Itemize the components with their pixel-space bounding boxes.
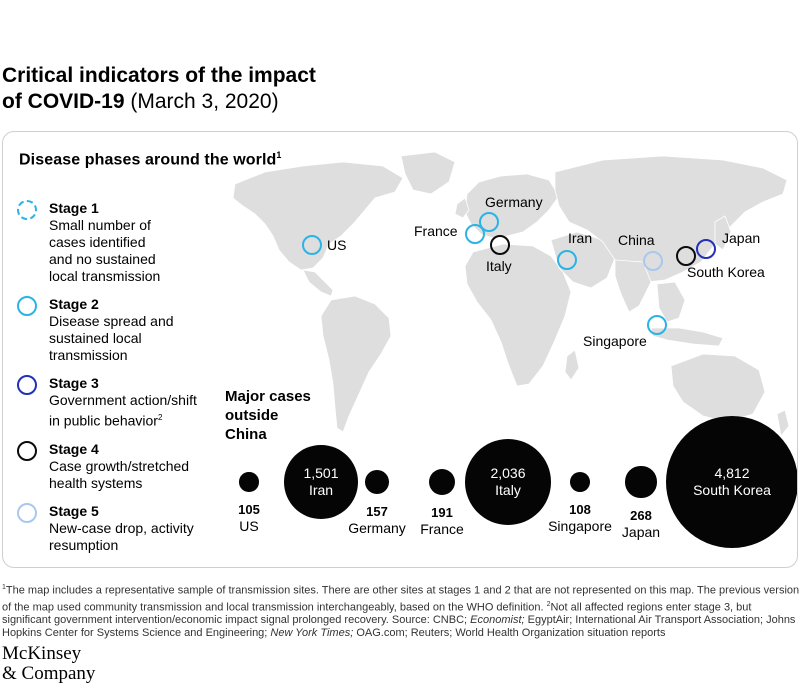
bubble-country-us: US [239, 517, 259, 534]
site-ring-singapore [647, 315, 667, 335]
bubble-country-germany: Germany [348, 519, 406, 536]
map-landmass [232, 151, 790, 437]
bubble-label-iran: 1,501 Iran [303, 465, 339, 498]
bubble-label-italy: 2,036 Italy [490, 465, 526, 498]
land-greenland [400, 151, 456, 195]
world-map [232, 151, 790, 437]
land-asia [554, 155, 788, 283]
land-australia [670, 353, 766, 423]
major-cases-title: Major cases outside China [225, 388, 311, 443]
legend-stage-3: Stage 3 Government action/shift in publi… [17, 375, 197, 430]
bubble-value-us: 105 [238, 501, 260, 517]
land-uk [454, 197, 470, 219]
land-madagascar [564, 349, 580, 381]
land-indonesia [650, 327, 724, 347]
bubble-country-japan: Japan [621, 523, 661, 540]
bubble-japan [625, 466, 657, 498]
bubble-us [239, 472, 259, 492]
bubble-value-germany: 157 [366, 503, 388, 519]
land-south-america [320, 295, 392, 433]
bubble-france [428, 468, 456, 496]
page-title: Critical indicators of the impact of COV… [2, 63, 522, 115]
stage-1-ring-icon [17, 200, 37, 220]
map-site-rings [302, 212, 716, 335]
title-date: (March 3, 2020) [130, 90, 279, 113]
land-africa [464, 243, 572, 387]
land-new-zealand [776, 409, 790, 437]
site-ring-germany [479, 212, 499, 232]
land-central-america [302, 269, 334, 297]
land-japan [714, 215, 732, 251]
land-north-america [232, 161, 404, 271]
stage-3-ring-icon [17, 375, 37, 395]
panel-title: Disease phases around the world1 [19, 150, 282, 169]
footnote: 1The map includes a representative sampl… [2, 584, 800, 640]
map-label-us: US [327, 237, 347, 253]
site-ring-japan [696, 239, 716, 259]
map-label-japan: Japan [722, 230, 761, 246]
site-ring-italy [490, 235, 510, 255]
land-europe [464, 173, 560, 239]
legend-stage-1: Stage 1 Small number of cases identified… [17, 200, 197, 285]
map-label-iran: Iran [568, 230, 593, 246]
legend-stage-4: Stage 4 Case growth/stretched health sys… [17, 440, 197, 492]
land-india [614, 259, 652, 313]
bubble-south-korea [666, 416, 797, 548]
legend-stage-5: Stage 5 New-case drop, activity resumpti… [17, 502, 197, 554]
map-label-italy: Italy [486, 258, 512, 274]
map-label-south-korea: South Korea [687, 264, 765, 280]
land-middle-east [550, 231, 616, 289]
bubble-iran [284, 445, 358, 519]
stage-5-ring-icon [17, 502, 37, 523]
bubble-country-france: France [420, 521, 464, 538]
land-southeast-asia [656, 281, 686, 323]
bubble-value-singapore: 108 [569, 501, 591, 517]
site-ring-us [302, 235, 322, 255]
site-ring-france [465, 224, 485, 244]
chart-panel: Disease phases around the world1 Stage 1… [2, 131, 798, 568]
legend-stage-2: Stage 2 Disease spread and sustained loc… [17, 296, 197, 364]
site-ring-china [643, 251, 663, 271]
bubble-singapore [570, 472, 590, 492]
bubble-label-south-korea: 4,812 South Korea [693, 465, 771, 498]
bubble-value-japan: 268 [630, 507, 652, 523]
bubble-country-singapore: Singapore [548, 517, 612, 534]
map-label-singapore: Singapore [583, 333, 647, 349]
map-label-china: China [618, 232, 655, 248]
bubble-germany [365, 470, 389, 494]
title-line2: of COVID-19 [2, 90, 125, 113]
map-label-france: France [414, 223, 458, 239]
stage-4-ring-icon [17, 440, 37, 461]
site-ring-iran [557, 250, 577, 270]
bubble-value-france: 191 [431, 505, 453, 521]
stage-2-ring-icon [17, 296, 37, 316]
mckinsey-logo: McKinsey & Company [2, 643, 96, 684]
bubble-italy [465, 439, 551, 525]
stage-legend: Stage 1 Small number of cases identified… [17, 200, 197, 565]
map-label-germany: Germany [485, 194, 543, 210]
title-line1: Critical indicators of the impact [2, 64, 316, 87]
site-ring-south-korea [676, 246, 696, 266]
